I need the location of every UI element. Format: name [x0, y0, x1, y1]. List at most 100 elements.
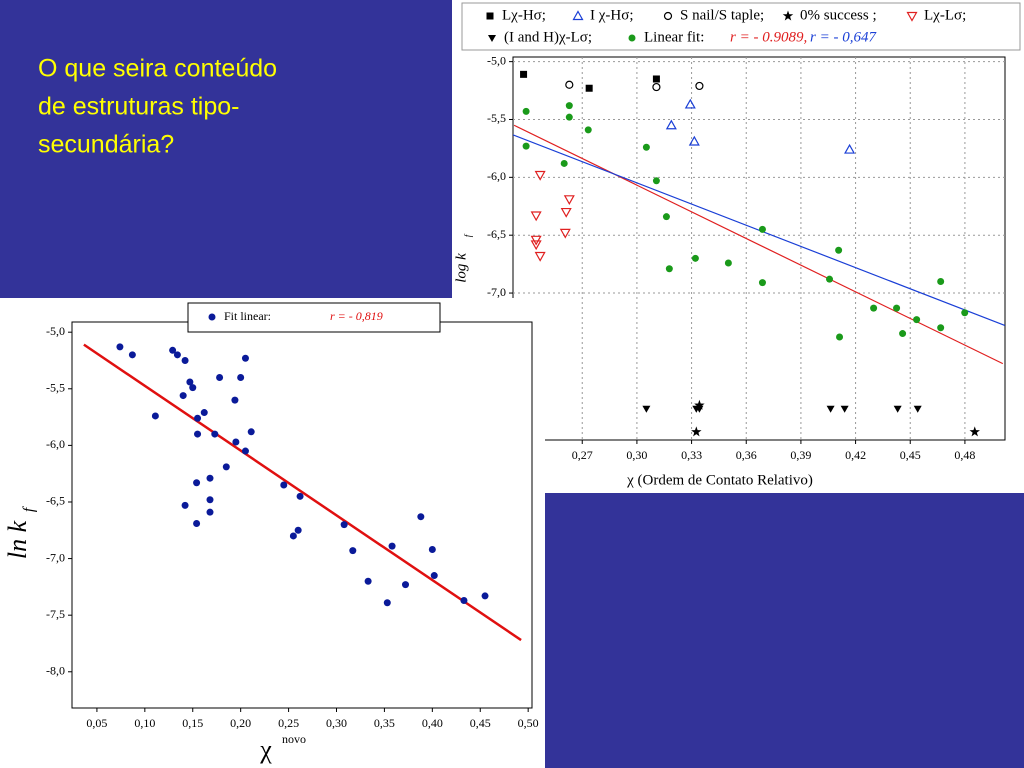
chart-panel: [0, 298, 545, 768]
y-tick-label: -5,5: [487, 111, 506, 125]
y-axis-label-sub: f: [463, 233, 473, 237]
legend-box: [461, 2, 1021, 51]
marker: [280, 481, 288, 489]
y-tick-label: -5,0: [46, 324, 65, 338]
marker: [241, 354, 249, 362]
legend-marker: [486, 12, 494, 20]
marker: [383, 599, 391, 607]
marker: [340, 521, 348, 529]
fit-line: [513, 124, 1004, 365]
marker: [560, 159, 568, 167]
x-tick-label: 0,30: [626, 448, 647, 462]
x-tick-label: 0,50: [518, 716, 539, 730]
plot-frame: [512, 56, 1006, 441]
marker: [179, 392, 187, 400]
marker: [194, 414, 202, 422]
marker: [193, 479, 201, 487]
x-tick-label: 0,15: [182, 716, 203, 730]
y-axis-label: ln k: [3, 520, 32, 559]
marker: [826, 275, 834, 283]
x-tick-label: 0,10: [134, 716, 155, 730]
marker: [232, 438, 240, 446]
marker: [189, 384, 197, 392]
marker: [937, 277, 945, 285]
marker: [844, 143, 856, 154]
marker: [194, 430, 202, 438]
marker: [584, 126, 592, 134]
marker: [428, 546, 436, 554]
marker: [840, 405, 849, 413]
marker: [937, 324, 945, 332]
marker: [665, 119, 677, 130]
chart: -5,0 -5,5 -6,0 -6,5 -7,0 0,27 0,30 0,33 0,36 0,39…: [453, 2, 1021, 488]
marker: [642, 405, 651, 413]
legend-label: 0% success ;: [800, 7, 877, 23]
marker: [530, 235, 542, 246]
legend-label: Linear fit:: [644, 29, 704, 45]
y-axis-label: log k: [453, 253, 469, 283]
marker: [652, 75, 660, 83]
x-tick-label: 0,30: [326, 716, 347, 730]
x-axis-label: χ: [259, 735, 272, 764]
marker: [247, 428, 255, 436]
slide-text: O que seira conteúdo de estruturas tipo-…: [38, 55, 277, 159]
marker: [206, 496, 214, 504]
legend-box: [187, 302, 441, 333]
marker: [481, 592, 489, 600]
marker: [460, 596, 468, 604]
marker: [173, 351, 181, 359]
marker: [349, 547, 357, 555]
marker: [642, 143, 650, 151]
marker: [522, 107, 530, 115]
legend-marker: [208, 313, 216, 321]
marker: [691, 426, 702, 437]
marker: [534, 251, 546, 262]
x-tick-label: 0,27: [572, 448, 593, 462]
marker: [870, 304, 878, 312]
legend-label: S nail/S taple;: [680, 7, 764, 23]
legend-label: Lχ-Hσ;: [502, 7, 546, 23]
x-axis-label: χ (Ordem de Contato Relativo): [626, 472, 813, 488]
fit-label: r = - 0.9089,: [730, 29, 807, 45]
marker: [565, 102, 573, 110]
marker: [294, 526, 302, 534]
marker: [364, 577, 372, 585]
legend-marker: [663, 11, 673, 21]
marker: [417, 513, 425, 521]
marker: [913, 316, 921, 324]
marker: [695, 81, 704, 91]
marker: [222, 463, 230, 471]
marker: [200, 409, 208, 417]
legend-marker: [488, 35, 496, 42]
marker: [662, 213, 670, 221]
x-tick-label: 0,20: [230, 716, 251, 730]
marker: [684, 98, 696, 109]
x-tick-label: 0,45: [470, 716, 491, 730]
x-tick-label: 0,25: [278, 716, 299, 730]
chart-panel: [452, 0, 1024, 493]
marker: [206, 508, 214, 516]
marker: [151, 412, 159, 420]
marker: [206, 474, 214, 482]
y-axis-label-sub: f: [21, 505, 38, 512]
legend-marker: [572, 10, 584, 21]
marker: [913, 405, 922, 413]
legend-label: Lχ-Lσ;: [924, 7, 966, 23]
marker: [241, 447, 249, 455]
y-tick-label: -7,5: [46, 607, 65, 621]
x-tick-label: 0,45: [900, 448, 921, 462]
marker: [835, 246, 843, 254]
y-tick-label: -5,5: [46, 381, 65, 395]
fit-label: r = - 0,647: [810, 29, 877, 45]
chart: -5,0 -5,5 -6,0 -6,5 -7,0 -7,5 -8,0 0,05 0,10 0,15…: [0, 298, 545, 768]
x-tick-label: 0,42: [845, 448, 866, 462]
y-tick-label: -7,0: [46, 550, 65, 564]
y-tick-label: -6,0: [487, 169, 506, 183]
marker: [430, 572, 438, 580]
fit-label: r = - 0,819: [330, 309, 383, 323]
y-tick-label: -7,0: [487, 285, 506, 299]
marker: [694, 399, 705, 410]
legend-marker: [628, 34, 636, 42]
x-tick-label: 0,48: [954, 448, 975, 462]
